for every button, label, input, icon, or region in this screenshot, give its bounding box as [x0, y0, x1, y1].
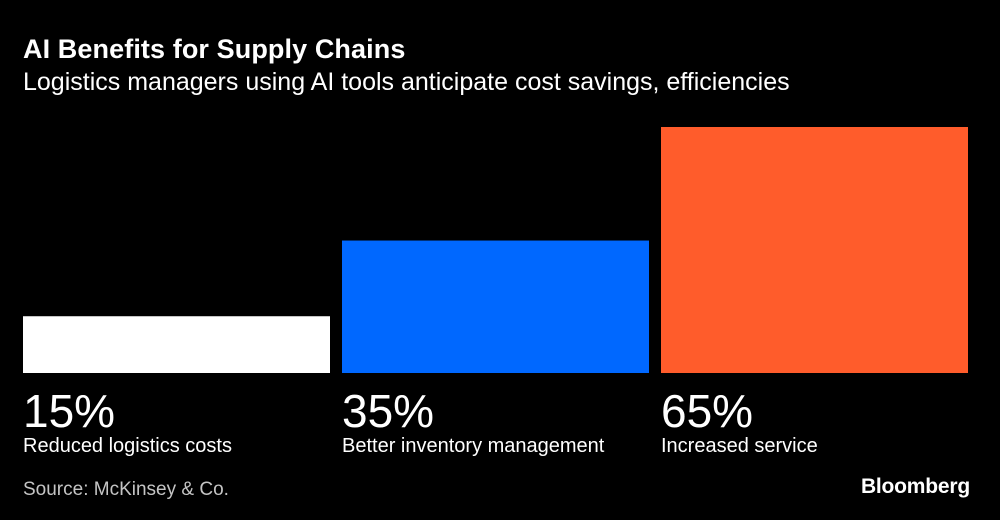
- bar-better-inventory-management: [342, 240, 649, 373]
- category-label-reduced-logistics-costs: Reduced logistics costs: [23, 435, 232, 457]
- value-label-better-inventory-management: 35%: [342, 385, 434, 437]
- source-note: Source: McKinsey & Co.: [23, 479, 229, 500]
- category-label-better-inventory-management: Better inventory management: [342, 435, 605, 457]
- bloomberg-logo: Bloomberg: [860, 475, 970, 498]
- value-label-reduced-logistics-costs: 15%: [23, 385, 115, 437]
- category-label-increased-service: Increased service: [661, 435, 818, 457]
- bar-increased-service: [661, 127, 968, 373]
- value-label-increased-service: 65%: [661, 385, 753, 437]
- bar-reduced-logistics-costs: [23, 316, 330, 373]
- chart-subtitle: Logistics managers using AI tools antici…: [23, 68, 790, 96]
- chart-title: AI Benefits for Supply Chains: [23, 34, 406, 64]
